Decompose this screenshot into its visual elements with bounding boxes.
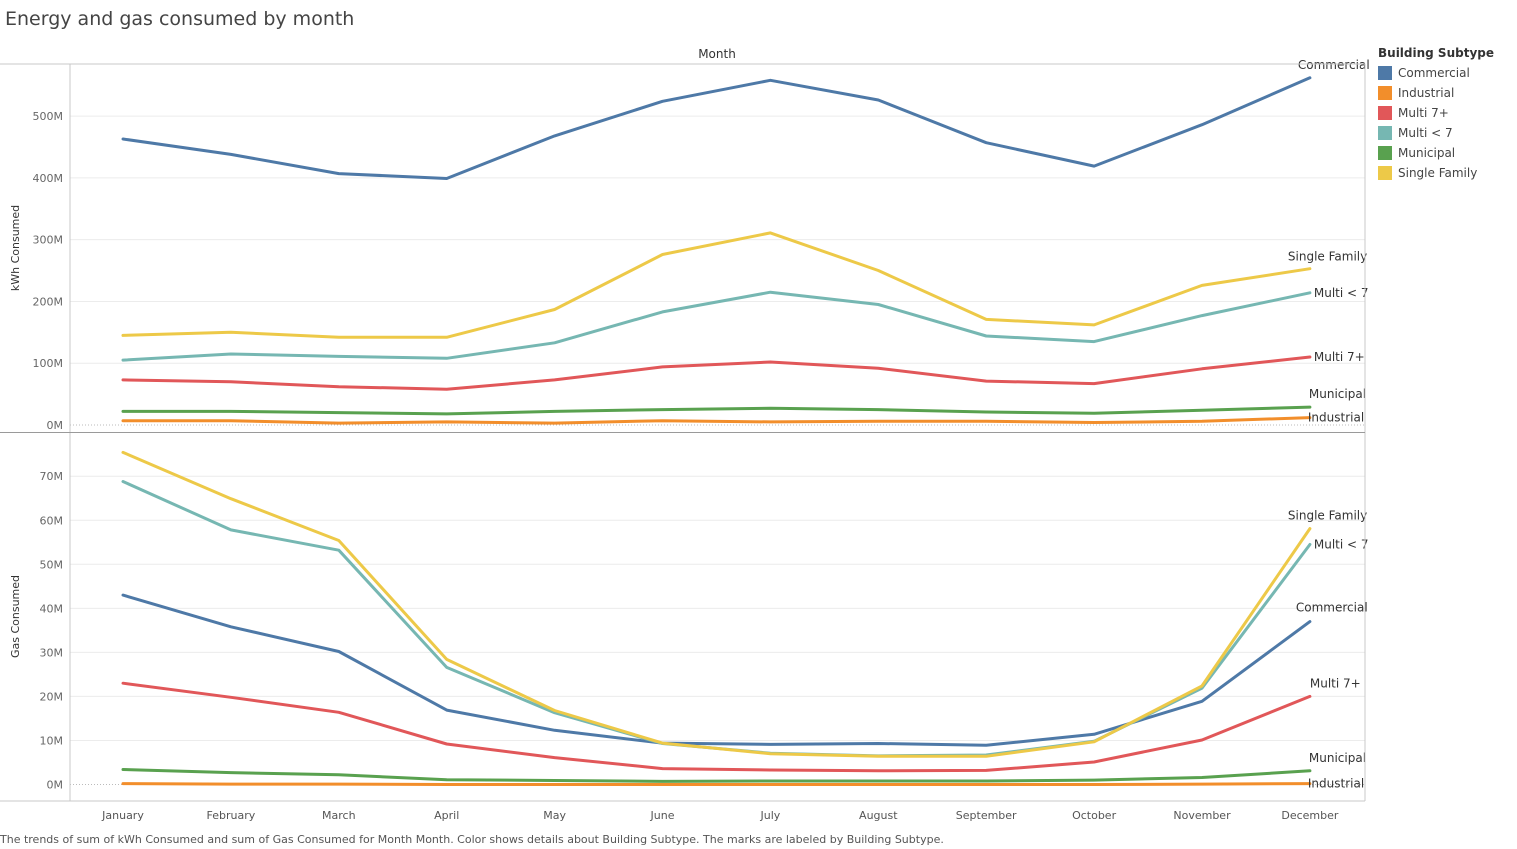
legend-label: Multi < 7 — [1398, 126, 1453, 140]
panel-2: 0M 10M 20M 30M 40M 50M 60M 70M Gas Consumed Comme… — [9, 450, 1369, 792]
y-tick-label: 20M — [40, 690, 64, 703]
series-line-multi-under-7 — [121, 480, 1312, 758]
y-tick-label: 300M — [33, 234, 64, 247]
y-tick-label: 200M — [33, 295, 64, 308]
series-line-commercial — [121, 76, 1312, 180]
x-tick-label: November — [1173, 809, 1231, 822]
y-axis-title: kWh Consumed — [9, 205, 22, 291]
series-line-multi-under-7 — [121, 290, 1312, 362]
legend-item-multi-under-7[interactable]: Multi < 7 — [1378, 123, 1494, 143]
x-tick-label: March — [322, 809, 356, 822]
series-label-commercial: Commercial — [1298, 58, 1370, 72]
legend-label: Industrial — [1398, 86, 1455, 100]
series-line-municipal — [121, 768, 1312, 783]
chart-caption: The trends of sum of kWh Consumed and su… — [0, 833, 944, 846]
x-tick-label: September — [956, 809, 1017, 822]
series-line-single-family — [121, 231, 1312, 339]
y-tick-label: 30M — [40, 646, 64, 659]
legend-label: Municipal — [1398, 146, 1456, 160]
panel-1: 0M 100M 200M 300M 400M 500M kWh Consumed Commer… — [9, 58, 1370, 432]
legend-item-industrial[interactable]: Industrial — [1378, 83, 1494, 103]
column-header: Month — [698, 47, 736, 61]
y-tick-label: 100M — [33, 357, 64, 370]
legend-label: Single Family — [1398, 166, 1478, 180]
series-label-single-family: Single Family — [1288, 509, 1367, 523]
series-line-single-family — [121, 450, 1312, 758]
x-tick-label: January — [101, 809, 144, 822]
legend-swatch — [1378, 126, 1392, 140]
x-tick-label: December — [1281, 809, 1339, 822]
series-label-commercial: Commercial — [1296, 601, 1368, 615]
chart-title: Energy and gas consumed by month — [5, 8, 355, 30]
y-tick-label: 40M — [40, 602, 64, 615]
legend-swatch — [1378, 106, 1392, 120]
series-line-multi-7plus — [121, 681, 1312, 773]
y-tick-label: 50M — [40, 558, 64, 571]
legend-label: Multi 7+ — [1398, 106, 1449, 120]
y-tick-label: 70M — [40, 470, 64, 483]
series-label-multi-under-7: Multi < 7 — [1314, 286, 1369, 300]
legend-item-commercial[interactable]: Commercial — [1378, 63, 1494, 83]
x-tick-label: May — [543, 809, 566, 822]
legend-swatch — [1378, 166, 1392, 180]
x-tick-label: July — [760, 809, 781, 822]
series-label-municipal: Municipal — [1309, 387, 1366, 401]
series-label-single-family: Single Family — [1288, 250, 1367, 264]
x-tick-label: February — [207, 809, 256, 822]
series-label-multi-under-7: Multi < 7 — [1314, 537, 1369, 551]
legend-swatch — [1378, 66, 1392, 80]
series-label-multi-7plus: Multi 7+ — [1314, 350, 1365, 364]
series-line-industrial — [121, 782, 1312, 786]
legend-item-multi-7-plus[interactable]: Multi 7+ — [1378, 103, 1494, 123]
y-tick-label: 60M — [40, 514, 64, 527]
y-axis-title: Gas Consumed — [9, 575, 22, 658]
x-tick-label: October — [1072, 809, 1116, 822]
series-label-industrial: Industrial — [1308, 777, 1364, 791]
legend-item-municipal[interactable]: Municipal — [1378, 143, 1494, 163]
legend-swatch — [1378, 86, 1392, 100]
series-line-municipal — [121, 405, 1312, 416]
series-line-commercial — [121, 593, 1312, 747]
legend-title: Building Subtype — [1378, 46, 1494, 60]
x-tick-label: June — [650, 809, 675, 822]
legend-item-single-family[interactable]: Single Family — [1378, 163, 1494, 183]
legend: Building Subtype Commercial Industrial M… — [1378, 46, 1494, 183]
series-line-industrial — [121, 416, 1312, 425]
y-tick-label: 500M — [33, 110, 64, 123]
legend-swatch — [1378, 146, 1392, 160]
y-tick-label: 0M — [47, 419, 64, 432]
legend-label: Commercial — [1398, 66, 1470, 80]
series-label-multi-7plus: Multi 7+ — [1310, 676, 1361, 690]
x-tick-label: August — [859, 809, 898, 822]
series-label-municipal: Municipal — [1309, 751, 1366, 765]
series-label-industrial: Industrial — [1308, 411, 1364, 425]
y-tick-label: 10M — [40, 734, 64, 747]
y-tick-label: 400M — [33, 172, 64, 185]
series-line-multi-7plus — [121, 355, 1312, 391]
x-tick-label: April — [434, 809, 459, 822]
y-tick-label: 0M — [47, 779, 64, 792]
